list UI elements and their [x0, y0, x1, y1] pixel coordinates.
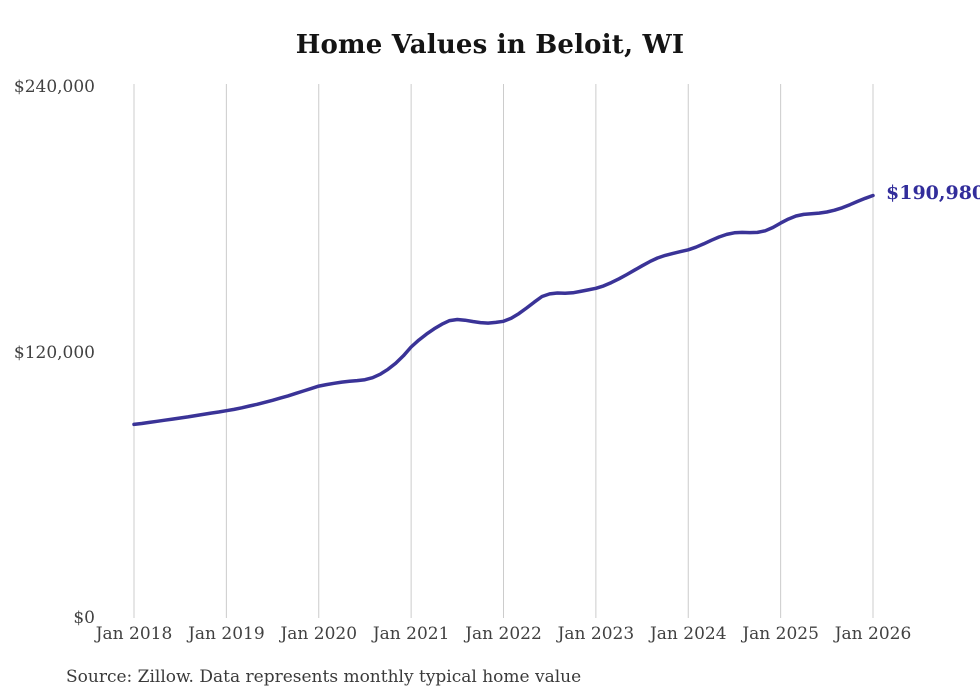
x-axis-label: Jan 2021 [372, 624, 450, 644]
source-note: Source: Zillow. Data represents monthly … [66, 667, 582, 687]
x-axis-label: Jan 2020 [280, 624, 358, 644]
x-axis-label: Jan 2022 [465, 624, 542, 644]
x-axis-label: Jan 2025 [742, 624, 819, 644]
series-end-label: $190,980 [886, 182, 980, 205]
x-axis-label: Jan 2018 [95, 624, 173, 644]
y-axis-label: $0 [73, 608, 95, 628]
home-value-line-series [132, 193, 875, 427]
y-axis-label: $120,000 [13, 342, 95, 363]
x-axis-label: Jan 2019 [188, 624, 265, 644]
x-axis-label: Jan 2024 [649, 624, 727, 644]
y-axis-label: $240,000 [13, 77, 95, 97]
chart-title: Home Values in Beloit, WI [295, 30, 685, 60]
x-axis-label: Jan 2026 [834, 624, 912, 644]
x-axis-label: Jan 2023 [557, 624, 635, 644]
